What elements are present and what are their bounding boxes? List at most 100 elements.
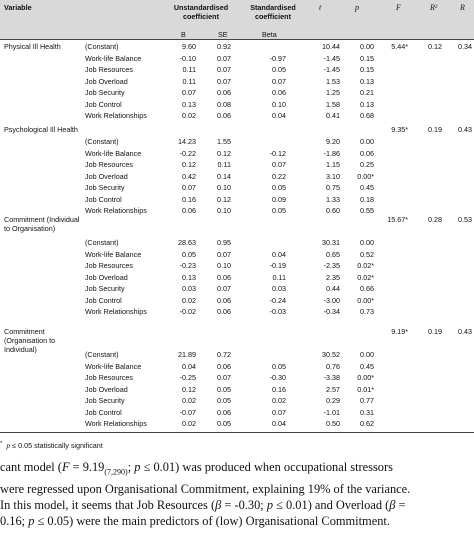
cell-b: 0.16 (182, 194, 196, 204)
cell-p: 0.25 (360, 160, 374, 169)
cell-label: Work Relationships (85, 206, 147, 215)
cell-label: Job Overload (85, 171, 128, 181)
cell-b: 0.04 (182, 361, 196, 371)
cell-label: Job Security (85, 284, 125, 293)
cell-beta: 0.04 (272, 419, 286, 428)
cell-se: 0.06 (217, 272, 231, 282)
cell-beta: 0.04 (272, 249, 286, 259)
cell-t: 9.20 (326, 137, 340, 146)
cell-se: 0.10 (217, 261, 231, 270)
cell-se: 0.05 (217, 396, 231, 405)
cell-beta: -0.24 (269, 295, 286, 305)
cell-se: 0.06 (217, 361, 231, 371)
cell-se: 0.12 (217, 148, 231, 158)
cell-se: 0.07 (217, 76, 231, 86)
cell-se: 0.10 (217, 206, 231, 215)
cell-t: -1.45 (323, 53, 340, 63)
table-header-band (0, 0, 474, 30)
cell-label: Job Control (85, 194, 122, 204)
cell-b: -0.02 (179, 307, 196, 316)
cell-label: Work Relationships (85, 307, 147, 316)
cell-se: 0.06 (217, 407, 231, 417)
cell-beta: 0.03 (272, 284, 286, 293)
cell-p: 0.06 (360, 148, 374, 158)
cell-b: 0.05 (182, 249, 196, 259)
cell-beta: 0.07 (272, 407, 286, 417)
cell-p: 0.13 (360, 76, 374, 86)
cell-t: 0.41 (326, 111, 340, 120)
cell-p: 0.13 (360, 99, 374, 109)
cell-se: 0.12 (217, 194, 231, 204)
cell-label: Job Overload (85, 76, 128, 86)
cell-label: (Constant) (85, 238, 119, 247)
group-f-value: 5.44* (391, 42, 408, 51)
cell-se: 0.06 (217, 307, 231, 316)
cell-b: -0.22 (179, 148, 196, 158)
cell-b: 0.13 (182, 99, 196, 109)
cell-label: Job Security (85, 88, 125, 97)
cell-se: 0.05 (217, 419, 231, 428)
cell-beta: 0.22 (272, 171, 286, 181)
header-se: SE (218, 30, 228, 39)
cell-label: Job Security (85, 183, 125, 192)
cell-b: 0.02 (182, 111, 196, 120)
cell-t: 30.31 (322, 238, 340, 247)
cell-label: Job Resources (85, 160, 133, 169)
cell-p: 0.15 (360, 65, 374, 74)
cell-b: 0.07 (182, 183, 196, 192)
cell-t: -2.35 (323, 261, 340, 270)
cell-b: 0.02 (182, 396, 196, 405)
cell-p: 0.45 (360, 183, 374, 192)
cell-se: 0.07 (217, 373, 231, 382)
header-p: p (355, 3, 359, 12)
cell-t: -3.00 (323, 295, 340, 305)
cell-b: 0.12 (182, 384, 196, 394)
cell-b: -0.07 (179, 407, 196, 417)
cell-p: 0.45 (360, 361, 374, 371)
cell-beta: 0.05 (272, 206, 286, 215)
cell-t: 1.53 (326, 76, 340, 86)
cell-beta: 0.02 (272, 396, 286, 405)
group-r2-value: 0.12 (428, 42, 442, 51)
cell-p: 0.73 (360, 307, 374, 316)
header-standardised: Standardised coefficient (250, 3, 296, 21)
cell-p: 0.55 (360, 206, 374, 215)
cell-b: -0.25 (179, 373, 196, 382)
cell-b: 0.11 (182, 76, 196, 86)
group-r-value: 0.53 (458, 215, 472, 224)
cell-t: 0.65 (326, 249, 340, 259)
header-beta: Beta (262, 30, 277, 39)
cell-se: 0.06 (217, 295, 231, 305)
group-r-value: 0.34 (458, 42, 472, 51)
cell-label: Work-life Balance (85, 361, 142, 371)
cell-b: 14.23 (178, 137, 196, 146)
header-unstandardised: Unstandardised coefficient (173, 3, 229, 21)
body-text: cant model (F = 9.19(7,290); p ≤ 0.01) w… (0, 459, 474, 529)
cell-p: 0.62 (360, 419, 374, 428)
cell-t: 1.33 (326, 194, 340, 204)
cell-t: -0.34 (323, 307, 340, 316)
cell-beta: -0.03 (269, 307, 286, 316)
group-r2-value: 0.19 (428, 125, 442, 134)
cell-se: 0.10 (217, 183, 231, 192)
header-rule (0, 39, 474, 40)
group-r-value: 0.43 (458, 125, 472, 134)
cell-p: 0.02* (357, 272, 374, 282)
cell-beta: 0.07 (272, 160, 286, 169)
cell-b: 28.63 (178, 238, 196, 247)
cell-b: 0.02 (182, 419, 196, 428)
prose-line-3: In this model, it seems that Job Resourc… (0, 497, 406, 512)
prose-line-4: 0.16; p ≤ 0.05) were the main predictors… (0, 514, 390, 529)
cell-label: (Constant) (85, 137, 119, 146)
cell-label: Work-life Balance (85, 53, 142, 63)
cell-b: 0.06 (182, 206, 196, 215)
cell-t: -1.45 (323, 65, 340, 74)
cell-label: Job Resources (85, 65, 133, 74)
cell-label: Work Relationships (85, 419, 147, 428)
cell-p: 0.00* (357, 171, 374, 181)
cell-p: 0.15 (360, 53, 374, 63)
cell-beta: 0.06 (272, 88, 286, 97)
cell-p: 0.01* (357, 384, 374, 394)
cell-se: 0.07 (217, 284, 231, 293)
cell-t: -1.86 (323, 148, 340, 158)
